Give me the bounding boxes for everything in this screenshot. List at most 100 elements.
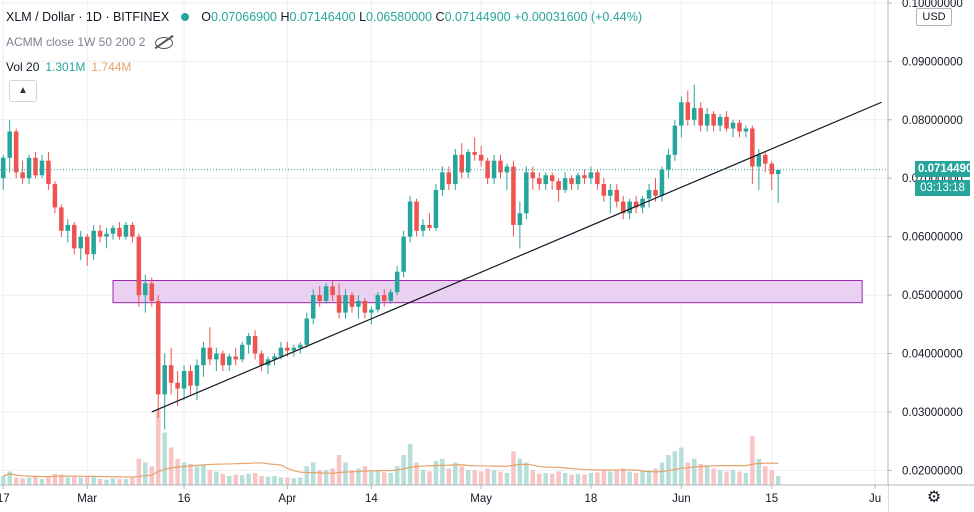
candle-body — [472, 151, 477, 155]
candle-body — [259, 353, 264, 366]
volume-bar — [130, 477, 135, 485]
volume-bar — [181, 462, 187, 485]
candle-body — [7, 131, 12, 158]
price-axis[interactable]: 0.100000000.090000000.080000000.07000000… — [887, 0, 974, 512]
volume-indicator[interactable]: Vol 20 1.301M 1.744M — [6, 60, 132, 74]
candle-body — [46, 160, 51, 185]
volume-bar — [750, 436, 755, 485]
candle-body — [362, 300, 368, 313]
volume-bar — [433, 461, 439, 485]
volume-bar — [168, 447, 174, 485]
candle-body — [569, 178, 574, 185]
candle-body — [375, 295, 381, 310]
candle-body — [349, 295, 355, 307]
candle-body — [72, 224, 77, 249]
candle-body — [588, 172, 594, 179]
candle-body — [691, 108, 697, 120]
volume-bar — [123, 479, 129, 485]
candle-body — [763, 154, 768, 164]
candle-body — [440, 172, 445, 190]
volume-bar — [485, 468, 490, 485]
volume-bar — [543, 473, 548, 485]
candle-body — [394, 271, 400, 293]
time-axis-bg — [0, 485, 888, 512]
candle-body — [595, 172, 600, 185]
time-tick-label: 14 — [365, 493, 378, 505]
candle-body — [608, 189, 613, 196]
gear-icon[interactable]: ⚙ — [926, 489, 942, 506]
volume-bar — [672, 451, 678, 485]
volume-bar — [478, 471, 484, 485]
candle-body — [310, 295, 316, 319]
acmm-indicator[interactable]: ACMM close 1W 50 200 2 — [6, 35, 174, 49]
volume-bar — [220, 473, 226, 485]
volume-bar — [356, 468, 361, 485]
volume-bar — [33, 476, 38, 485]
candle-body — [666, 154, 671, 170]
volume-bar — [698, 464, 703, 485]
candle-body — [65, 224, 71, 231]
volume-bar — [459, 466, 465, 485]
time-axis[interactable]: 17 Mar 16 Apr 14 May 18 Jun 15 Ju — [0, 484, 974, 512]
candle-body — [20, 172, 25, 179]
candle-body — [543, 175, 548, 185]
volume-bar — [110, 478, 116, 485]
price-change: +0.00031600 (+0.44%) — [514, 10, 642, 24]
volume-bar — [775, 476, 781, 485]
volume-bar — [233, 474, 238, 485]
symbol-legend: XLM / Dollar · 1D · BITFINEX O0.07066900 … — [6, 10, 642, 24]
volume-bar — [117, 479, 122, 485]
time-tick-label: 16 — [178, 493, 191, 505]
candle-body — [149, 283, 155, 301]
market-status-dot — [181, 13, 190, 22]
support-zone[interactable] — [112, 279, 863, 304]
currency-label[interactable]: USD — [916, 8, 952, 26]
candle-body — [39, 160, 45, 176]
candle-body — [536, 178, 542, 185]
chevron-up-icon[interactable]: ▲ — [9, 80, 37, 102]
candle-body — [123, 224, 129, 237]
candle-body — [369, 309, 374, 313]
volume-bar — [91, 476, 96, 485]
countdown-label: 03:13:18 — [915, 179, 970, 196]
volume-bar — [601, 470, 607, 485]
volume-bar — [310, 462, 316, 485]
candle-body — [575, 175, 581, 185]
volume-bar — [330, 468, 335, 485]
volume-bar — [575, 473, 581, 485]
candle-body — [420, 224, 426, 231]
volume-bar — [52, 473, 58, 485]
volume-bar — [704, 466, 710, 485]
candle-body — [33, 157, 38, 176]
volume-bar — [620, 468, 626, 485]
eye-off-icon[interactable] — [155, 36, 174, 49]
candle-body — [91, 230, 96, 255]
candle-body — [427, 224, 432, 228]
volume-bar — [633, 473, 639, 485]
candle-body — [220, 353, 226, 366]
volume-bar — [65, 477, 71, 485]
candle-body — [13, 131, 19, 173]
volume-bar — [194, 466, 200, 485]
price-tick-label: 0.09000000 — [902, 56, 963, 68]
symbol-title[interactable]: XLM / Dollar · 1D · BITFINEX — [6, 10, 170, 24]
candle-body — [278, 347, 284, 357]
volume-bar — [453, 462, 458, 485]
candlesticks — [0, 84, 781, 430]
candle-body — [143, 283, 148, 296]
candle-body — [743, 128, 749, 132]
candle-body — [246, 335, 251, 345]
candle-body — [459, 154, 465, 173]
volume-bar — [369, 471, 374, 485]
candle-body — [646, 189, 652, 199]
volume-bar — [711, 468, 716, 485]
volume-bar — [214, 471, 219, 485]
trendline[interactable] — [151, 101, 882, 413]
volume-bar — [608, 471, 613, 485]
candle-body — [97, 230, 103, 237]
volume-bar — [72, 476, 77, 485]
candle-body — [524, 172, 529, 214]
volume-bar — [472, 470, 477, 485]
price-tick-label: 0.05000000 — [902, 290, 963, 302]
